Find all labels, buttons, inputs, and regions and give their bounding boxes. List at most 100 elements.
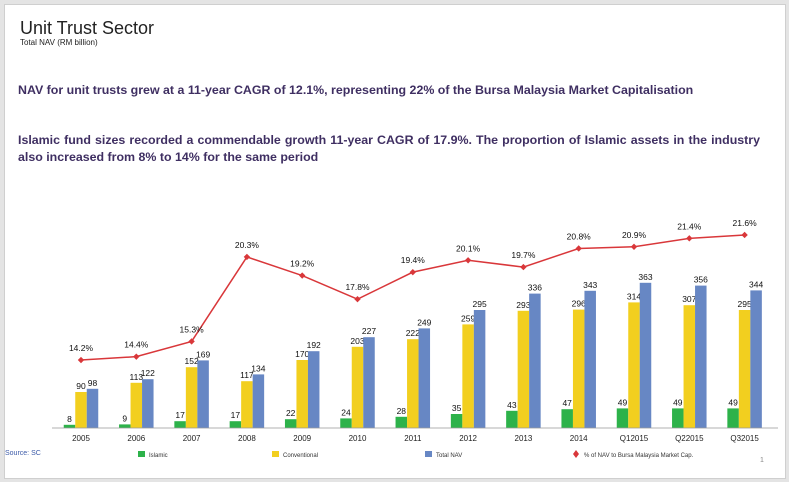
legend: Islamic Conventional Total NAV % of NAV … <box>138 450 694 459</box>
pct-label: 15.3% <box>180 324 205 334</box>
pct-label: 21.6% <box>733 218 758 228</box>
bar-value-label: 259 <box>461 313 475 323</box>
pct-point <box>686 235 693 242</box>
bar-value-label: 28 <box>397 406 407 416</box>
bar-value-label: 17 <box>231 410 241 420</box>
bar-conventional <box>683 305 696 428</box>
bar-total <box>307 351 320 428</box>
bar-value-label: 113 <box>130 372 144 382</box>
bar-value-label: 90 <box>76 381 86 391</box>
bar-total <box>473 310 486 428</box>
pct-label: 17.8% <box>345 282 370 292</box>
pct-point <box>520 263 527 271</box>
pct-point <box>575 245 582 252</box>
bar-value-label: 203 <box>350 336 364 346</box>
pct-label: 19.2% <box>290 259 315 269</box>
pct-label: 20.8% <box>567 231 592 241</box>
legend-marker-pct <box>573 450 579 458</box>
bar-total <box>86 388 99 428</box>
bar-islamic <box>727 408 739 428</box>
pct-point <box>630 243 638 250</box>
bar-conventional <box>185 367 198 428</box>
pct-point <box>77 356 85 364</box>
bar-islamic <box>450 414 463 428</box>
page-subtitle: Total NAV (RM billion) <box>20 38 98 47</box>
x-tick-label: 2013 <box>515 434 533 443</box>
pct-label: 21.4% <box>677 221 702 231</box>
summary-paragraph-islamic: Islamic fund sizes recorded a commendabl… <box>18 133 760 164</box>
bar-total <box>252 374 265 428</box>
pct-point <box>464 257 472 264</box>
bar-value-label: 293 <box>516 300 530 310</box>
bar-value-label: 170 <box>295 349 309 359</box>
bar-islamic <box>229 421 242 428</box>
pct-label: 19.7% <box>511 250 536 260</box>
bar-value-label: 49 <box>728 397 738 407</box>
bar-conventional <box>296 360 308 428</box>
bar-conventional <box>517 310 530 428</box>
legend-label-total: Total NAV <box>436 453 462 459</box>
x-tick-label: Q22015 <box>675 434 704 443</box>
bar-value-label: 192 <box>307 340 321 350</box>
pct-point <box>133 353 140 360</box>
bar-total <box>584 290 596 428</box>
x-tick-label: 2006 <box>127 434 145 443</box>
bar-value-label: 17 <box>175 410 185 420</box>
x-tick-label: 2012 <box>459 434 477 443</box>
bar-islamic <box>63 424 76 428</box>
bar-conventional <box>572 309 585 428</box>
bar-value-label: 49 <box>618 397 628 407</box>
bar-conventional <box>130 382 143 428</box>
x-tick-group: 2005 2006 2007 2008 2009 2010 2011 2012 2013 2014… <box>72 434 759 443</box>
pct-line-group: 14.2% 14.4% 15.3% 20.3% 19.2% 17.8% 19.4% 20.1%… <box>69 218 758 364</box>
bar-value-label: 307 <box>682 294 696 304</box>
bar-conventional <box>407 339 419 428</box>
bar-total <box>197 360 209 428</box>
legend-label-pct: % of NAV to Bursa Malaysia Market Cap. <box>584 453 694 459</box>
summary-paragraph-nav: NAV for unit trusts grew at a 11-year CA… <box>18 83 694 97</box>
bar-conventional <box>628 302 640 428</box>
pct-point <box>741 231 748 239</box>
pct-label: 20.3% <box>235 240 260 250</box>
bar-total <box>142 379 154 428</box>
bar-total <box>695 285 707 428</box>
bar-value-label: 117 <box>240 370 254 380</box>
source-note: Source: SC <box>5 450 41 457</box>
bar-value-label: 134 <box>251 363 265 373</box>
x-tick-label: 2014 <box>570 434 588 443</box>
bar-islamic <box>284 419 297 428</box>
pct-point <box>409 268 416 276</box>
bar-value-label: 343 <box>583 280 597 290</box>
bar-conventional <box>738 310 751 428</box>
bar-value-label: 344 <box>749 279 763 289</box>
x-tick-label: 2010 <box>349 434 367 443</box>
x-tick-label: 2009 <box>293 434 311 443</box>
bar-islamic <box>616 408 629 428</box>
bar-value-label: 122 <box>141 368 155 378</box>
bar-value-label: 22 <box>286 408 296 418</box>
bar-total <box>363 337 375 428</box>
bar-conventional <box>75 392 87 428</box>
bar-value-label: 314 <box>627 291 641 301</box>
bar-value-label: 363 <box>638 272 652 282</box>
bar-islamic <box>174 421 186 428</box>
pct-label: 14.4% <box>124 340 149 350</box>
legend-label-conventional: Conventional <box>283 453 318 459</box>
bar-value-label: 152 <box>185 356 199 366</box>
bar-value-label: 47 <box>562 398 572 408</box>
bar-islamic <box>561 409 573 428</box>
pct-point <box>243 253 251 261</box>
bar-value-label: 356 <box>694 275 708 285</box>
bar-value-label: 8 <box>67 414 72 424</box>
pct-label: 19.4% <box>401 255 426 265</box>
bar-islamic <box>506 410 518 428</box>
legend-swatch-islamic <box>138 451 145 457</box>
bar-islamic <box>340 418 352 428</box>
pct-point <box>354 295 361 303</box>
pct-label: 20.1% <box>456 243 481 253</box>
x-tick-label: Q12015 <box>620 434 649 443</box>
bar-value-label: 9 <box>122 413 127 423</box>
page-title: Unit Trust Sector <box>20 18 155 38</box>
x-tick-label: Q32015 <box>730 434 759 443</box>
bar-value-label: 296 <box>572 299 586 309</box>
